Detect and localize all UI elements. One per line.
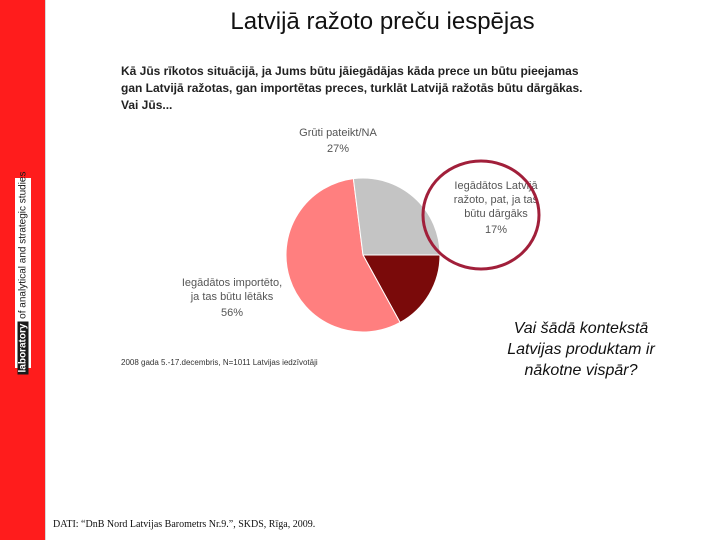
source-note: 2008 gada 5.-17.decembris, N=1011 Latvij… — [121, 358, 318, 367]
slice-value-label: 27% — [327, 143, 349, 155]
highlight-ring — [421, 159, 541, 271]
brand-band — [15, 178, 31, 368]
side-question: Vai šādā kontekstā Latvijas produktam ir… — [507, 320, 655, 379]
pie-labels: Iegādātos Latvijā ražoto, pat, ja tas būtu… — [182, 127, 539, 319]
slice-value-label: 17% — [485, 224, 507, 236]
pie-slice — [285, 178, 401, 333]
slice-label: Iegādātos Latvijā ražoto, pat, ja tas būtu… — [454, 180, 539, 236]
brand-sidebar: laboratory of analytical and strategic s… — [0, 0, 45, 540]
pie-slice — [362, 254, 441, 324]
slice-label: Iegādātos importēto, ja tas būtu lētāks 56… — [182, 277, 282, 319]
data-source-footer: DATI: “DnB Nord Latvijas Barometrs Nr.9.… — [53, 519, 316, 530]
slice-value-label: 56% — [221, 307, 243, 319]
survey-question: Kā Jūs rīkotos situācijā, ja Jums būtu j… — [121, 64, 583, 112]
page-title: Latvijā ražoto preču iespējas — [230, 8, 535, 35]
slice-label: Grūti pateikt/NA 27% — [299, 127, 377, 155]
pie-slices — [285, 177, 441, 333]
pie-slice — [352, 177, 441, 256]
divider — [45, 0, 46, 540]
